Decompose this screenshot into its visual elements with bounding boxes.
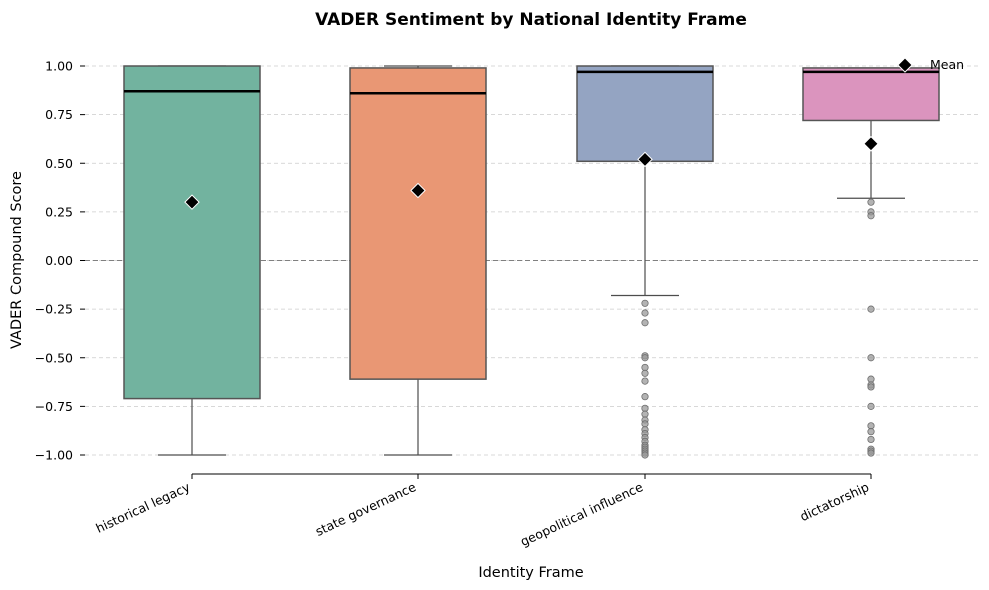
y-tick-label: 0.25	[45, 204, 73, 219]
box-group	[576, 65, 714, 459]
y-tick-label: −0.50	[35, 350, 73, 365]
outlier-point	[867, 354, 875, 362]
y-tick-label: 0.50	[45, 156, 73, 171]
y-tick-label: −1.00	[35, 448, 73, 463]
x-axis: historical legacy state governance geopoli…	[93, 473, 872, 549]
x-tick-label: dictatorship	[798, 479, 872, 524]
outlier-point	[641, 393, 649, 401]
y-tick-label: −0.25	[35, 302, 73, 317]
boxes	[123, 65, 940, 459]
outlier-point	[867, 449, 875, 457]
x-tick-label: state governance	[313, 479, 419, 539]
box-group	[349, 65, 487, 456]
outlier-point	[867, 383, 875, 391]
chart-title: VADER Sentiment by National Identity Fra…	[315, 10, 747, 30]
outlier-point	[867, 402, 875, 410]
y-tick-label: 0.00	[45, 253, 73, 268]
box-group	[123, 65, 261, 456]
outlier-point	[641, 299, 649, 307]
x-tick-label: historical legacy	[93, 479, 192, 536]
mean-marker	[637, 151, 653, 168]
outlier-point	[641, 309, 649, 317]
outlier-point	[867, 198, 875, 206]
y-tick-label: −0.75	[35, 399, 73, 414]
y-axis: 1.00 0.75 0.50 0.25 0.00 −0.25 −0.50 −0.75 −1.00	[35, 59, 85, 463]
outlier-point	[641, 319, 649, 327]
outlier-point	[641, 369, 649, 377]
outlier-point	[867, 435, 875, 444]
x-tick-label: geopolitical influence	[518, 479, 646, 549]
mean-marker	[863, 136, 879, 152]
box-group	[802, 67, 940, 457]
outlier-point	[867, 305, 875, 313]
y-axis-label: VADER Compound Score	[9, 171, 25, 349]
y-tick-label: 0.75	[45, 107, 73, 122]
outlier-point	[867, 212, 875, 220]
box-iqr	[123, 65, 261, 400]
legend: Mean	[897, 57, 964, 73]
legend-mean-marker	[897, 57, 913, 73]
x-axis-label: Identity Frame	[478, 565, 583, 581]
box-iqr	[349, 67, 487, 380]
outlier-point	[641, 354, 649, 362]
mean-marker	[184, 194, 200, 210]
outlier-point	[641, 377, 649, 385]
outlier-point	[641, 451, 649, 459]
y-tick-label: 1.00	[45, 59, 73, 74]
box-iqr	[802, 67, 940, 122]
mean-marker	[410, 182, 426, 199]
box-iqr	[576, 65, 714, 163]
legend-mean-label: Mean	[930, 57, 964, 72]
outlier-point	[867, 428, 875, 436]
